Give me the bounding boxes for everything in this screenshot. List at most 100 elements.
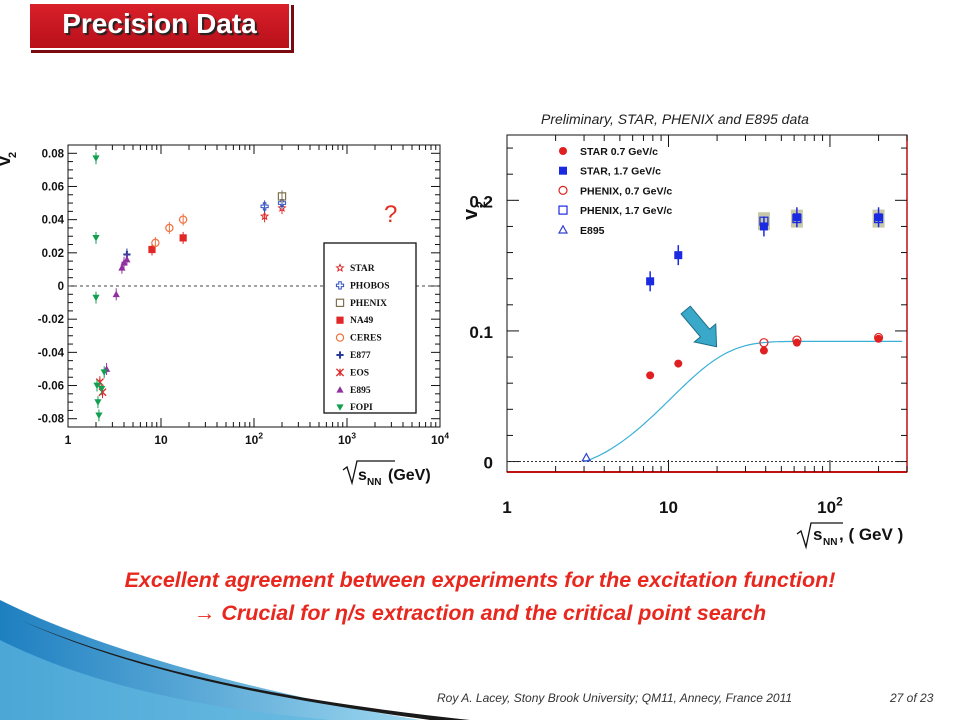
left-legend-label: FOPI xyxy=(350,403,373,413)
svg-text:0: 0 xyxy=(484,454,493,473)
right-y-tick-label: 0.1 xyxy=(469,323,493,342)
left-legend-label: E877 xyxy=(350,351,371,361)
right-plot-frame xyxy=(506,134,908,473)
right-point xyxy=(646,277,655,286)
right-y-tick-label: 0.2 xyxy=(469,192,493,211)
left-legend-marker xyxy=(335,298,345,307)
svg-text:10: 10 xyxy=(659,498,678,517)
svg-text:v: v xyxy=(460,208,482,220)
svg-text:104: 104 xyxy=(431,431,449,447)
teal-arrow xyxy=(680,305,718,348)
left-y-axis-label: v 2 xyxy=(0,152,19,166)
left-y-tick-label: 0 xyxy=(58,281,64,293)
right-legend-label: E895 xyxy=(580,225,605,237)
svg-text:NN: NN xyxy=(367,477,381,488)
left-legend-label: NA49 xyxy=(350,316,373,326)
left-legend-label: PHOBOS xyxy=(350,281,390,291)
chart-subtitle: Preliminary, STAR, PHENIX and E895 data xyxy=(541,111,809,127)
left-x-tick-label: 102 xyxy=(245,431,263,447)
right-y-tick-label: 0 xyxy=(484,454,493,473)
svg-text:1: 1 xyxy=(65,433,72,447)
right-point xyxy=(792,213,802,224)
svg-text:-0.06: -0.06 xyxy=(38,381,64,393)
right-point xyxy=(646,371,655,380)
right-point xyxy=(873,213,884,224)
right-point xyxy=(581,452,592,462)
svg-text:1: 1 xyxy=(502,498,511,517)
left-legend-marker xyxy=(335,368,345,377)
right-x-tick-label: 10 xyxy=(659,498,678,517)
left-point-ceres xyxy=(151,238,160,248)
left-point-fopi xyxy=(92,235,100,242)
left-legend-marker xyxy=(336,404,344,411)
svg-text:0.08: 0.08 xyxy=(42,148,65,160)
left-point-ceres xyxy=(178,215,188,224)
message-line-1: Excellent agreement between experiments … xyxy=(124,568,836,592)
right-legend-label: STAR 0.7 GeV/c xyxy=(580,146,658,158)
right-point xyxy=(759,346,768,355)
left-point-phobos xyxy=(277,198,287,208)
svg-text:(GeV): (GeV) xyxy=(388,467,431,484)
slide-title: Precision Data xyxy=(62,8,257,39)
left-question-mark: ? xyxy=(384,201,397,228)
right-point xyxy=(674,251,683,260)
right-point xyxy=(874,213,883,222)
footer-credit: Roy A. Lacey, Stony Brook University; QM… xyxy=(437,691,793,705)
svg-text:102: 102 xyxy=(245,431,263,447)
svg-text:10: 10 xyxy=(154,433,168,447)
left-legend-marker xyxy=(336,316,344,324)
left-legend-marker xyxy=(335,263,345,272)
svg-text:0.04: 0.04 xyxy=(42,215,65,227)
svg-text:-0.04: -0.04 xyxy=(38,347,65,359)
left-y-tick-label: 0.04 xyxy=(42,215,65,227)
svg-text:-0.08: -0.08 xyxy=(38,414,65,426)
left-point-e895 xyxy=(112,290,120,298)
left-point-e895 xyxy=(123,255,131,263)
left-point-fopi xyxy=(92,155,100,162)
left-point-fopi xyxy=(98,385,106,393)
svg-text:0.02: 0.02 xyxy=(42,248,64,260)
left-x-tick-label: 103 xyxy=(338,431,356,447)
left-x-tick-label: 1 xyxy=(65,433,72,447)
right-x-tick-label: 1 xyxy=(502,498,511,517)
svg-text:103: 103 xyxy=(338,431,356,447)
left-point-na49 xyxy=(179,234,187,242)
svg-text:, ( GeV ): , ( GeV ) xyxy=(839,525,903,544)
left-legend: STAR PHOBOS PHENIX NA49 CERES E877 EOS E895 FOPI xyxy=(323,242,417,414)
svg-text:0.1: 0.1 xyxy=(469,323,493,342)
left-y-tick-label: -0.06 xyxy=(38,381,64,393)
left-y-tick-label: 0.06 xyxy=(42,181,64,193)
right-legend-marker xyxy=(558,205,568,215)
message-line-2: → Crucial for η/s extraction and the cri… xyxy=(193,601,767,625)
right-chart: 1 10 102 0 0.1 0.2 v 2 s NN , ( GeV ) STAR 0.… xyxy=(460,134,908,550)
svg-text:2: 2 xyxy=(7,152,19,158)
svg-text:0.2: 0.2 xyxy=(469,192,493,211)
left-point-e895 xyxy=(120,259,128,266)
svg-text:v: v xyxy=(0,156,14,166)
left-legend-marker xyxy=(335,333,345,342)
right-legend-marker xyxy=(558,185,568,196)
left-legend-label: PHENIX xyxy=(350,299,387,309)
left-legend-label: E895 xyxy=(350,386,371,396)
left-point-na49 xyxy=(148,245,156,254)
left-legend-label: EOS xyxy=(350,368,369,378)
right-x-tick-label: 102 xyxy=(817,494,843,517)
left-point-ceres xyxy=(165,223,174,233)
svg-text:NN: NN xyxy=(823,537,837,548)
right-legend-label: PHENIX, 1.7 GeV/c xyxy=(580,205,672,217)
left-point-e895 xyxy=(118,264,126,271)
left-legend-marker xyxy=(336,351,344,359)
left-point-star xyxy=(277,203,287,212)
right-point xyxy=(674,359,683,368)
left-chart: 1 10 102 103 104 0.08 0.06 0.04 0.02 0 -0.02 -0.04 -… xyxy=(0,144,449,488)
left-x-tick-label: 10 xyxy=(154,433,168,447)
right-point xyxy=(792,213,801,222)
svg-text:0: 0 xyxy=(58,281,64,293)
left-legend-marker xyxy=(336,386,344,393)
left-point-fopi xyxy=(100,369,108,376)
right-legend-label: PHENIX, 0.7 GeV/c xyxy=(580,185,672,197)
right-x-axis-label: s NN , ( GeV ) xyxy=(796,522,903,550)
left-x-tick-label: 104 xyxy=(431,431,449,447)
right-legend-marker xyxy=(559,147,567,155)
right-legend-marker xyxy=(559,166,567,175)
